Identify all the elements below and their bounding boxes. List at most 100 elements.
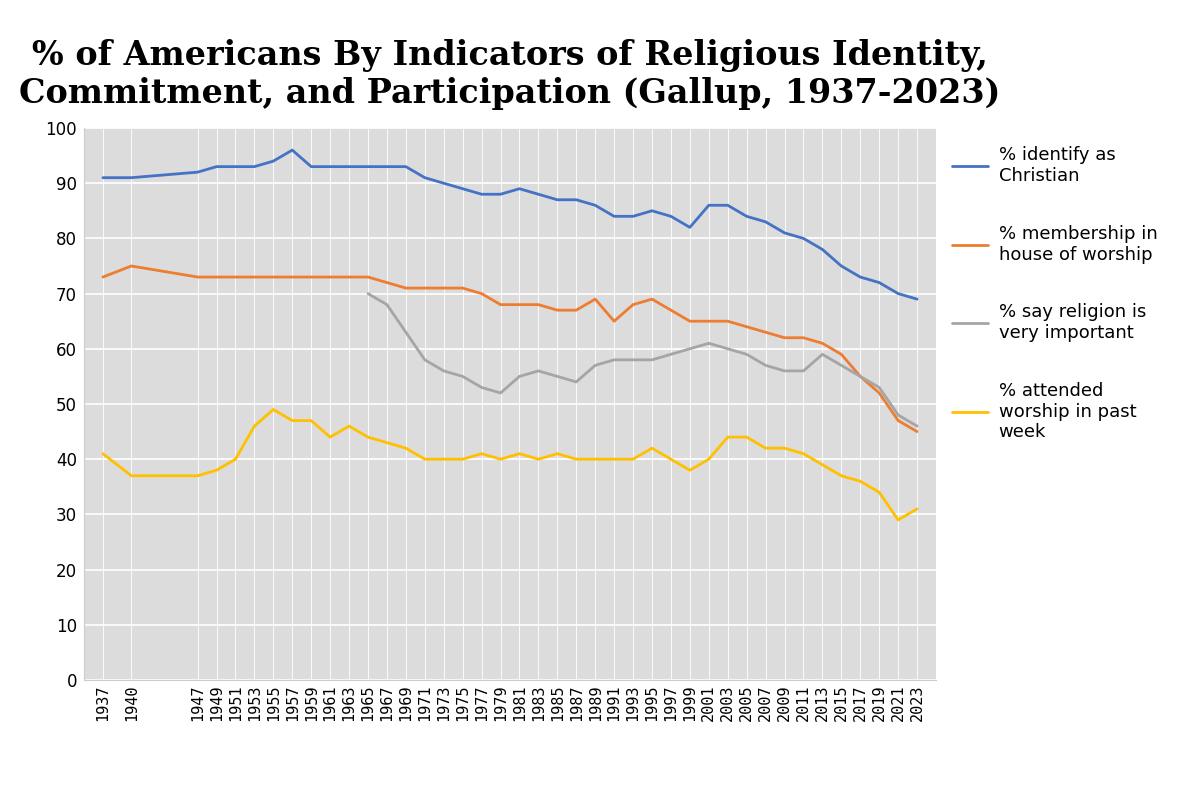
% attended
worship in past
week <box>493 454 508 464</box>
% membership in
house of worship <box>304 272 318 282</box>
% identify as
Christian <box>209 162 223 171</box>
% attended
worship in past
week <box>853 477 868 486</box>
% say religion is
very important <box>398 327 413 337</box>
% attended
worship in past
week <box>418 454 432 464</box>
% say religion is
very important <box>834 361 848 370</box>
% attended
worship in past
week <box>342 422 356 431</box>
% membership in
house of worship <box>286 272 300 282</box>
% attended
worship in past
week <box>266 405 281 414</box>
% identify as
Christian <box>588 201 602 210</box>
% identify as
Christian <box>191 167 205 177</box>
% identify as
Christian <box>797 234 811 243</box>
Line: % attended
worship in past
week: % attended worship in past week <box>103 410 917 520</box>
% membership in
house of worship <box>323 272 337 282</box>
% attended
worship in past
week <box>626 454 641 464</box>
% attended
worship in past
week <box>550 449 564 458</box>
% membership in
house of worship <box>191 272 205 282</box>
Title: % of Americans By Indicators of Religious Identity,
Commitment, and Participatio: % of Americans By Indicators of Religiou… <box>19 38 1001 110</box>
% membership in
house of worship <box>644 294 659 304</box>
% attended
worship in past
week <box>834 471 848 481</box>
% membership in
house of worship <box>532 300 546 310</box>
Line: % identify as
Christian: % identify as Christian <box>103 150 917 299</box>
% membership in
house of worship <box>398 283 413 293</box>
% say religion is
very important <box>664 350 678 359</box>
% identify as
Christian <box>626 211 641 221</box>
% membership in
house of worship <box>910 426 924 436</box>
% identify as
Christian <box>493 190 508 199</box>
Line: % membership in
house of worship: % membership in house of worship <box>103 266 917 431</box>
% attended
worship in past
week <box>96 449 110 458</box>
% identify as
Christian <box>739 211 754 221</box>
% identify as
Christian <box>247 162 262 171</box>
% identify as
Christian <box>778 228 792 238</box>
% identify as
Christian <box>96 173 110 182</box>
% identify as
Christian <box>607 211 622 221</box>
% membership in
house of worship <box>569 306 583 315</box>
Line: % say religion is
very important: % say religion is very important <box>368 294 917 426</box>
% membership in
house of worship <box>266 272 281 282</box>
% membership in
house of worship <box>550 306 564 315</box>
% membership in
house of worship <box>720 316 734 326</box>
% say religion is
very important <box>418 355 432 365</box>
% membership in
house of worship <box>361 272 376 282</box>
% membership in
house of worship <box>739 322 754 331</box>
% say religion is
very important <box>626 355 641 365</box>
% identify as
Christian <box>910 294 924 304</box>
% identify as
Christian <box>664 211 678 221</box>
% attended
worship in past
week <box>379 438 394 447</box>
% attended
worship in past
week <box>644 443 659 453</box>
% identify as
Christian <box>569 195 583 205</box>
% say religion is
very important <box>702 338 716 348</box>
% identify as
Christian <box>361 162 376 171</box>
% attended
worship in past
week <box>228 454 242 464</box>
% say religion is
very important <box>532 366 546 376</box>
% identify as
Christian <box>418 173 432 182</box>
% membership in
house of worship <box>607 316 622 326</box>
% identify as
Christian <box>872 278 887 287</box>
% say religion is
very important <box>683 344 697 354</box>
% membership in
house of worship <box>702 316 716 326</box>
% attended
worship in past
week <box>191 471 205 481</box>
% say religion is
very important <box>890 410 905 420</box>
% attended
worship in past
week <box>702 454 716 464</box>
% identify as
Christian <box>512 184 527 194</box>
% membership in
house of worship <box>209 272 223 282</box>
% attended
worship in past
week <box>398 443 413 453</box>
% attended
worship in past
week <box>683 466 697 475</box>
% identify as
Christian <box>890 289 905 298</box>
% membership in
house of worship <box>815 338 829 348</box>
% say religion is
very important <box>512 371 527 381</box>
% say religion is
very important <box>550 371 564 381</box>
% say religion is
very important <box>720 344 734 354</box>
% attended
worship in past
week <box>456 454 470 464</box>
% membership in
house of worship <box>474 289 488 298</box>
% attended
worship in past
week <box>890 515 905 525</box>
% attended
worship in past
week <box>361 432 376 442</box>
% membership in
house of worship <box>96 272 110 282</box>
% say religion is
very important <box>437 366 451 376</box>
% identify as
Christian <box>853 272 868 282</box>
% say religion is
very important <box>739 350 754 359</box>
% attended
worship in past
week <box>720 432 734 442</box>
% say religion is
very important <box>910 422 924 431</box>
% membership in
house of worship <box>437 283 451 293</box>
% identify as
Christian <box>304 162 318 171</box>
% attended
worship in past
week <box>815 460 829 470</box>
% membership in
house of worship <box>247 272 262 282</box>
% attended
worship in past
week <box>474 449 488 458</box>
% attended
worship in past
week <box>872 487 887 497</box>
% identify as
Christian <box>474 190 488 199</box>
% identify as
Christian <box>286 146 300 155</box>
% identify as
Christian <box>758 217 773 226</box>
% say religion is
very important <box>797 366 811 376</box>
% membership in
house of worship <box>778 333 792 342</box>
% say religion is
very important <box>853 371 868 381</box>
% say religion is
very important <box>815 350 829 359</box>
% say religion is
very important <box>872 382 887 392</box>
% membership in
house of worship <box>588 294 602 304</box>
% say religion is
very important <box>493 388 508 398</box>
% identify as
Christian <box>342 162 356 171</box>
% say religion is
very important <box>607 355 622 365</box>
% attended
worship in past
week <box>247 422 262 431</box>
% attended
worship in past
week <box>664 454 678 464</box>
